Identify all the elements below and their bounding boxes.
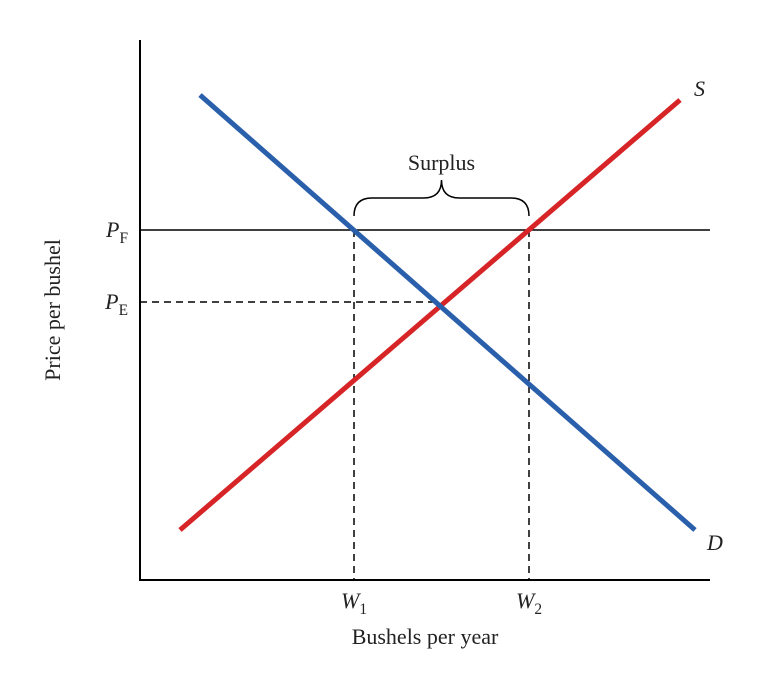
axes (140, 40, 710, 580)
w1-label: W1 (341, 588, 367, 618)
demand-label: D (706, 530, 723, 555)
surplus-brace (354, 180, 529, 216)
chart-svg: Surplus S D PF PE W1 W2 Bushels per year Price p… (0, 0, 767, 686)
w2-label: W2 (516, 588, 542, 618)
supply-demand-chart: Surplus S D PF PE W1 W2 Bushels per year Price p… (0, 0, 767, 686)
y-axis-title: Price per bushel (40, 239, 65, 381)
surplus-label: Surplus (408, 150, 475, 175)
supply-label: S (694, 76, 705, 101)
pe-label: PE (104, 289, 128, 319)
x-axis-title: Bushels per year (352, 624, 499, 649)
pf-label: PF (105, 217, 128, 247)
